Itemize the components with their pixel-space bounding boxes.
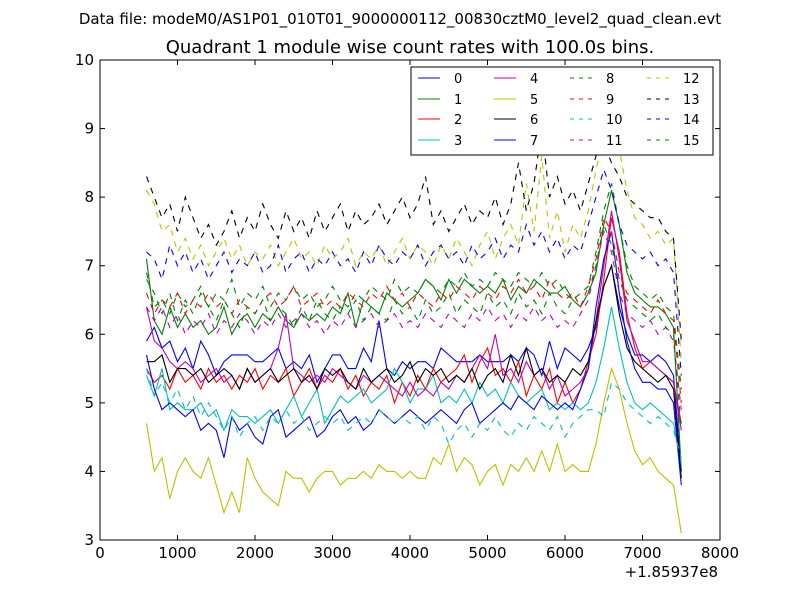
series-line-8 bbox=[145, 183, 682, 390]
series-line-1 bbox=[145, 190, 682, 472]
x-tick-label-0: 0 bbox=[95, 544, 105, 562]
legend-label-13: 13 bbox=[683, 93, 700, 108]
legend-label-4: 4 bbox=[530, 72, 538, 87]
y-tick-label-5: 8 bbox=[84, 188, 94, 206]
y-tick-label-0: 3 bbox=[84, 531, 94, 549]
legend-label-0: 0 bbox=[454, 72, 462, 87]
series-layer bbox=[145, 112, 682, 534]
legend-label-1: 1 bbox=[454, 93, 462, 108]
x-tick-label-7: 7000 bbox=[623, 544, 661, 562]
ticks-layer: 0 1000 2000 3000 4000 5000 6000 7000 8000 3 4 5 6 7 8 9… bbox=[75, 51, 739, 562]
series-line-2 bbox=[146, 217, 682, 424]
legend-frame bbox=[410, 66, 714, 156]
series-line-14 bbox=[146, 167, 682, 376]
legend-label-11: 11 bbox=[606, 134, 623, 149]
legend-label-10: 10 bbox=[606, 113, 623, 128]
legend-label-12: 12 bbox=[683, 72, 700, 87]
y-tick-label-6: 9 bbox=[84, 120, 94, 138]
legend-label-15: 15 bbox=[683, 134, 700, 149]
legend-label-14: 14 bbox=[683, 113, 700, 128]
y-tick-label-3: 6 bbox=[84, 325, 94, 343]
x-tick-label-1: 1000 bbox=[158, 544, 196, 562]
y-tick-label-2: 5 bbox=[84, 394, 94, 412]
legend-label-3: 3 bbox=[454, 134, 462, 149]
chart-title: Quadrant 1 module wise count rates with … bbox=[166, 37, 655, 58]
legend-label-5: 5 bbox=[530, 93, 538, 108]
series-line-10 bbox=[145, 368, 682, 458]
legend-label-6: 6 bbox=[530, 113, 538, 128]
legend-label-8: 8 bbox=[606, 72, 614, 87]
series-line-11 bbox=[146, 229, 682, 410]
legend-label-9: 9 bbox=[606, 93, 614, 108]
series-line-9 bbox=[145, 216, 682, 403]
x-tick-label-3: 3000 bbox=[313, 544, 351, 562]
y-tick-label-1: 4 bbox=[84, 462, 94, 480]
x-tick-label-8: 8000 bbox=[701, 544, 739, 562]
y-tick-label-4: 7 bbox=[84, 257, 94, 275]
series-line-3 bbox=[145, 306, 682, 465]
y-tick-label-7: 10 bbox=[75, 51, 94, 69]
series-line-13 bbox=[145, 128, 682, 342]
series-line-12 bbox=[146, 112, 682, 362]
series-line-15 bbox=[146, 222, 682, 431]
plot-area: 0 1000 2000 3000 4000 5000 6000 7000 8000 3 4 5 6 7 8 9… bbox=[75, 51, 739, 581]
x-tick-label-6: 6000 bbox=[546, 544, 584, 562]
legend-label-2: 2 bbox=[454, 113, 462, 128]
legend-label-7: 7 bbox=[530, 134, 538, 149]
x-tick-label-2: 2000 bbox=[236, 544, 274, 562]
x-offset-label: +1.85937e8 bbox=[625, 563, 718, 581]
series-line-7 bbox=[145, 231, 682, 486]
x-tick-label-5: 5000 bbox=[468, 544, 506, 562]
series-line-5 bbox=[145, 366, 682, 534]
x-tick-label-4: 4000 bbox=[391, 544, 429, 562]
series-line-6 bbox=[146, 263, 682, 479]
figure-suptitle: Data file: modeM0/AS1P01_010T01_90000001… bbox=[79, 10, 721, 29]
